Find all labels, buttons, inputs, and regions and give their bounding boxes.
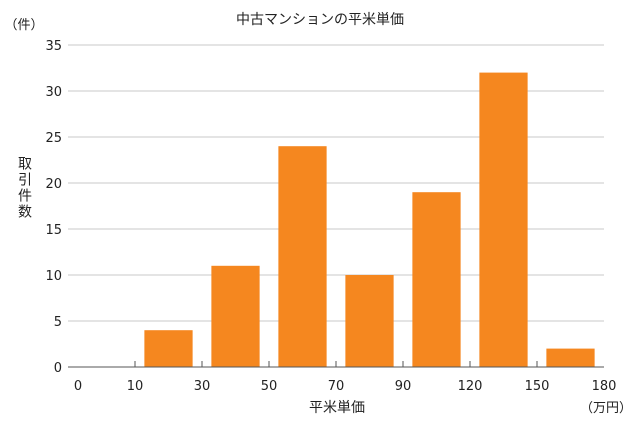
bar xyxy=(144,330,193,367)
x-axis-ticks: 0 10 30 50 70 90 120 150 180 xyxy=(74,361,617,394)
bar xyxy=(211,265,260,367)
y-tick-label: 20 xyxy=(45,177,62,192)
x-tick-label: 180 xyxy=(592,379,617,394)
y-tick-label: 35 xyxy=(45,39,62,54)
y-tick-label: 25 xyxy=(45,131,62,146)
chart-title: 中古マンションの平米単価 xyxy=(236,12,404,28)
y-axis-label: 取引件数 xyxy=(16,156,32,220)
bar xyxy=(345,275,394,367)
bar xyxy=(546,348,595,367)
bars xyxy=(144,72,595,367)
bar xyxy=(412,192,461,367)
x-tick-label: 50 xyxy=(261,379,278,394)
x-tick-label: 90 xyxy=(395,379,412,394)
y-tick-label: 0 xyxy=(54,361,62,376)
x-tick-label: 150 xyxy=(525,379,550,394)
x-tick-label: 0 xyxy=(74,379,82,394)
y-tick-label: 15 xyxy=(45,223,62,238)
x-axis-label: 平米単価 xyxy=(309,400,365,416)
grid-lines xyxy=(68,44,604,322)
x-tick-label: 70 xyxy=(328,379,345,394)
x-axis-unit: （万円） xyxy=(580,401,632,416)
y-axis-unit: （件） xyxy=(4,18,43,33)
y-axis-ticks: 0 5 10 15 20 25 30 35 xyxy=(45,39,62,376)
x-tick-label: 30 xyxy=(194,379,211,394)
y-tick-label: 5 xyxy=(54,315,62,330)
y-tick-label: 30 xyxy=(45,85,62,100)
bar xyxy=(278,146,327,367)
x-tick-label: 10 xyxy=(127,379,144,394)
x-tick-label: 120 xyxy=(458,379,483,394)
bar xyxy=(479,72,528,367)
y-tick-label: 10 xyxy=(45,269,62,284)
